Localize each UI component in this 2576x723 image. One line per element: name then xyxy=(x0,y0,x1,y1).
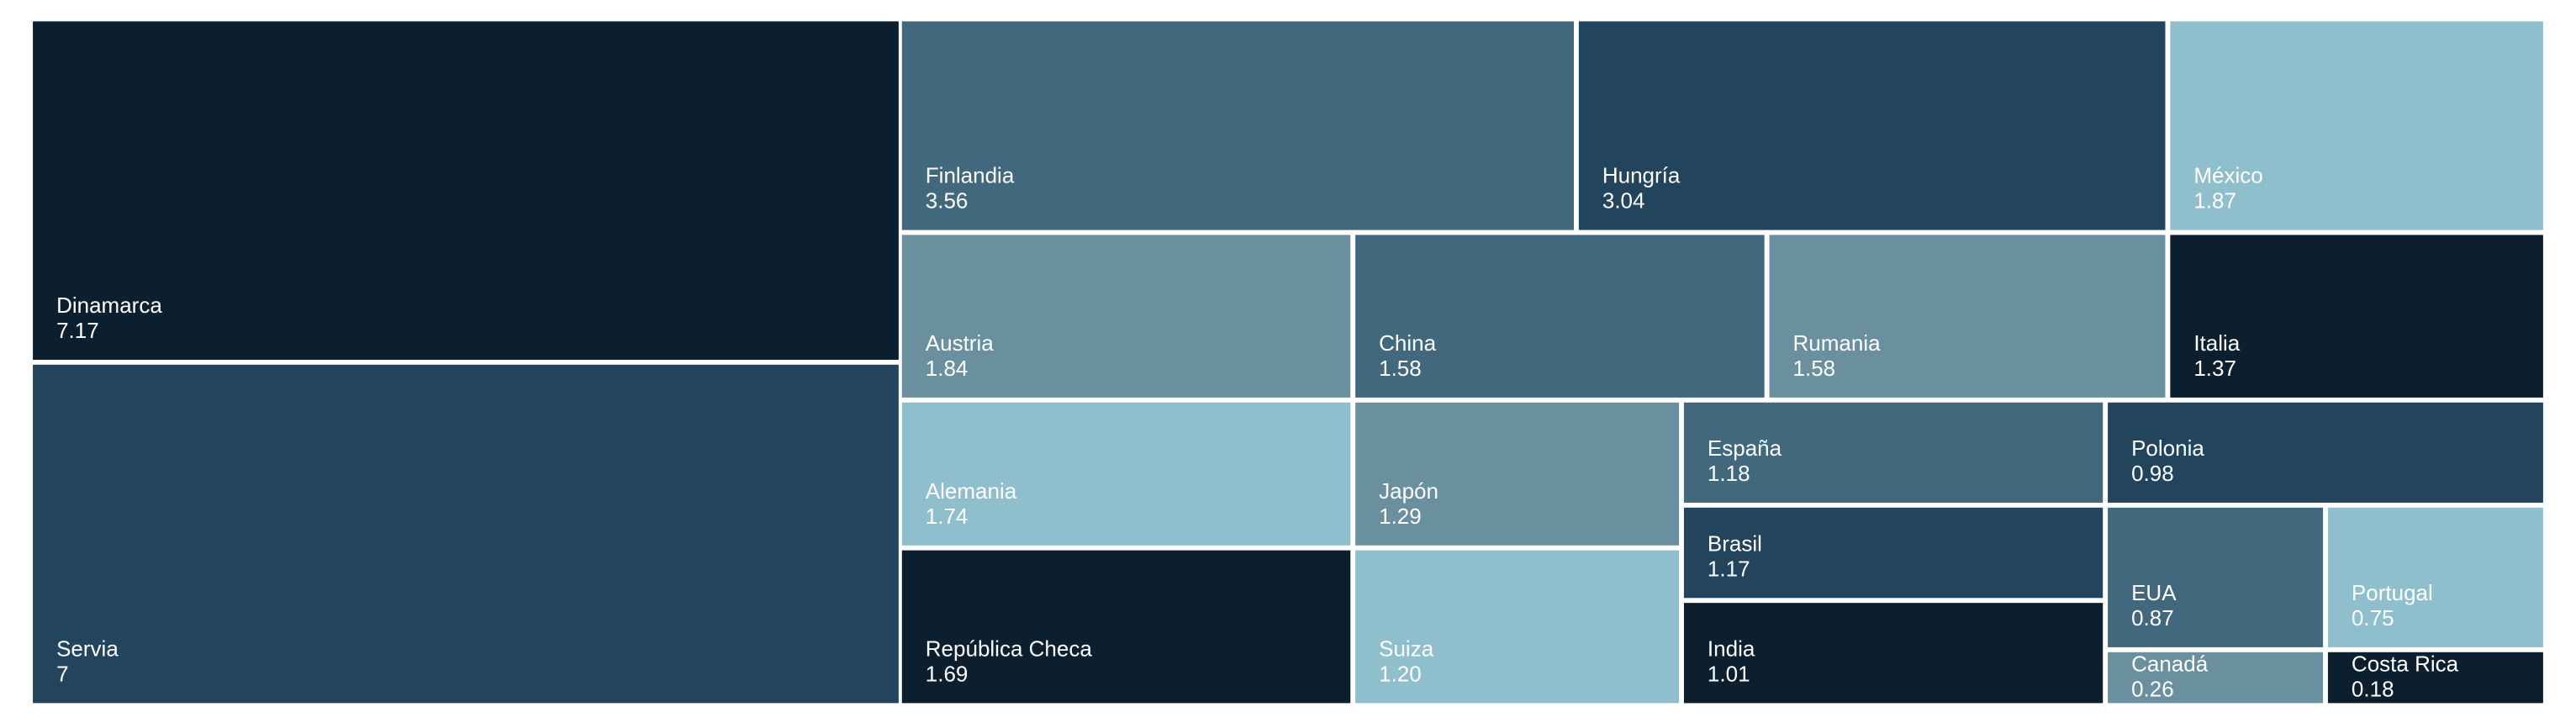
tile-value: 1.84 xyxy=(926,356,969,381)
tile-rect xyxy=(901,21,1575,230)
tile-label: Hungría xyxy=(1602,163,1681,188)
tile-label: China xyxy=(1379,330,1436,356)
tile-value: 1.20 xyxy=(1379,661,1422,686)
tile-rect xyxy=(901,235,1351,398)
tile-label: Canadá xyxy=(2131,651,2209,676)
tile-rect xyxy=(2170,21,2543,230)
tile-label: Suiza xyxy=(1379,636,1434,661)
tile-value: 1.74 xyxy=(926,504,969,529)
tile-value: 3.04 xyxy=(1602,188,1645,214)
tile-value: 0.18 xyxy=(2352,676,2394,701)
tile-label: Portugal xyxy=(2352,580,2433,605)
tile-rect xyxy=(1683,402,2104,503)
tile-label: Alemania xyxy=(926,478,1017,504)
tile-label: Japón xyxy=(1379,478,1438,504)
tile-label: República Checa xyxy=(926,636,1093,661)
tile-value: 1.17 xyxy=(1708,556,1750,581)
tile-value: 1.18 xyxy=(1708,461,1750,486)
tile-value: 0.98 xyxy=(2131,461,2174,486)
tile-rect xyxy=(1683,507,2104,599)
tile-label: Servia xyxy=(56,636,119,661)
tile-rect xyxy=(1355,235,1765,398)
tile-label: Brasil xyxy=(1708,530,1762,556)
tile-value: 7.17 xyxy=(56,318,99,343)
tile-value: 1.01 xyxy=(1708,661,1750,686)
tile-rect xyxy=(2170,235,2543,398)
tile-label: Finlandia xyxy=(926,163,1015,188)
tile-rect xyxy=(1683,603,2104,704)
tile-label: Costa Rica xyxy=(2352,651,2459,676)
tile-label: México xyxy=(2193,163,2262,188)
tile-rect xyxy=(2108,507,2324,647)
tile-value: 1.58 xyxy=(1793,356,1836,381)
tile-label: España xyxy=(1708,435,1782,461)
tile-value: 1.87 xyxy=(2193,188,2236,214)
tile-label: Polonia xyxy=(2131,435,2204,461)
tile-rect xyxy=(2327,652,2543,704)
tile-value: 0.87 xyxy=(2131,605,2174,631)
tile-label: Austria xyxy=(926,330,994,356)
tile-value: 1.37 xyxy=(2193,356,2236,381)
tile-rect xyxy=(901,550,1351,704)
tile-rect xyxy=(2108,402,2543,503)
tile-value: 3.56 xyxy=(926,188,969,214)
tile-label: EUA xyxy=(2131,580,2177,605)
tile-rect xyxy=(33,364,899,704)
tile-value: 7 xyxy=(56,661,68,686)
tile-rect xyxy=(2108,652,2324,704)
tile-rect xyxy=(901,402,1351,546)
tile-label: India xyxy=(1708,636,1755,661)
tile-rect xyxy=(1578,21,2166,230)
tile-rect xyxy=(1769,235,2166,398)
tile-value: 0.75 xyxy=(2352,605,2394,631)
tile-rect xyxy=(1355,402,1680,546)
tile-value: 1.29 xyxy=(1379,504,1422,529)
tile-label: Rumania xyxy=(1793,330,1882,356)
tile-rect xyxy=(1355,550,1680,704)
tile-label: Italia xyxy=(2193,330,2240,356)
tile-label: Dinamarca xyxy=(56,293,162,318)
tile-rect xyxy=(2327,507,2543,647)
tile-value: 1.58 xyxy=(1379,356,1422,381)
tile-value: 1.69 xyxy=(926,661,969,686)
tile-value: 0.26 xyxy=(2131,676,2174,701)
tile-rect xyxy=(33,21,899,360)
